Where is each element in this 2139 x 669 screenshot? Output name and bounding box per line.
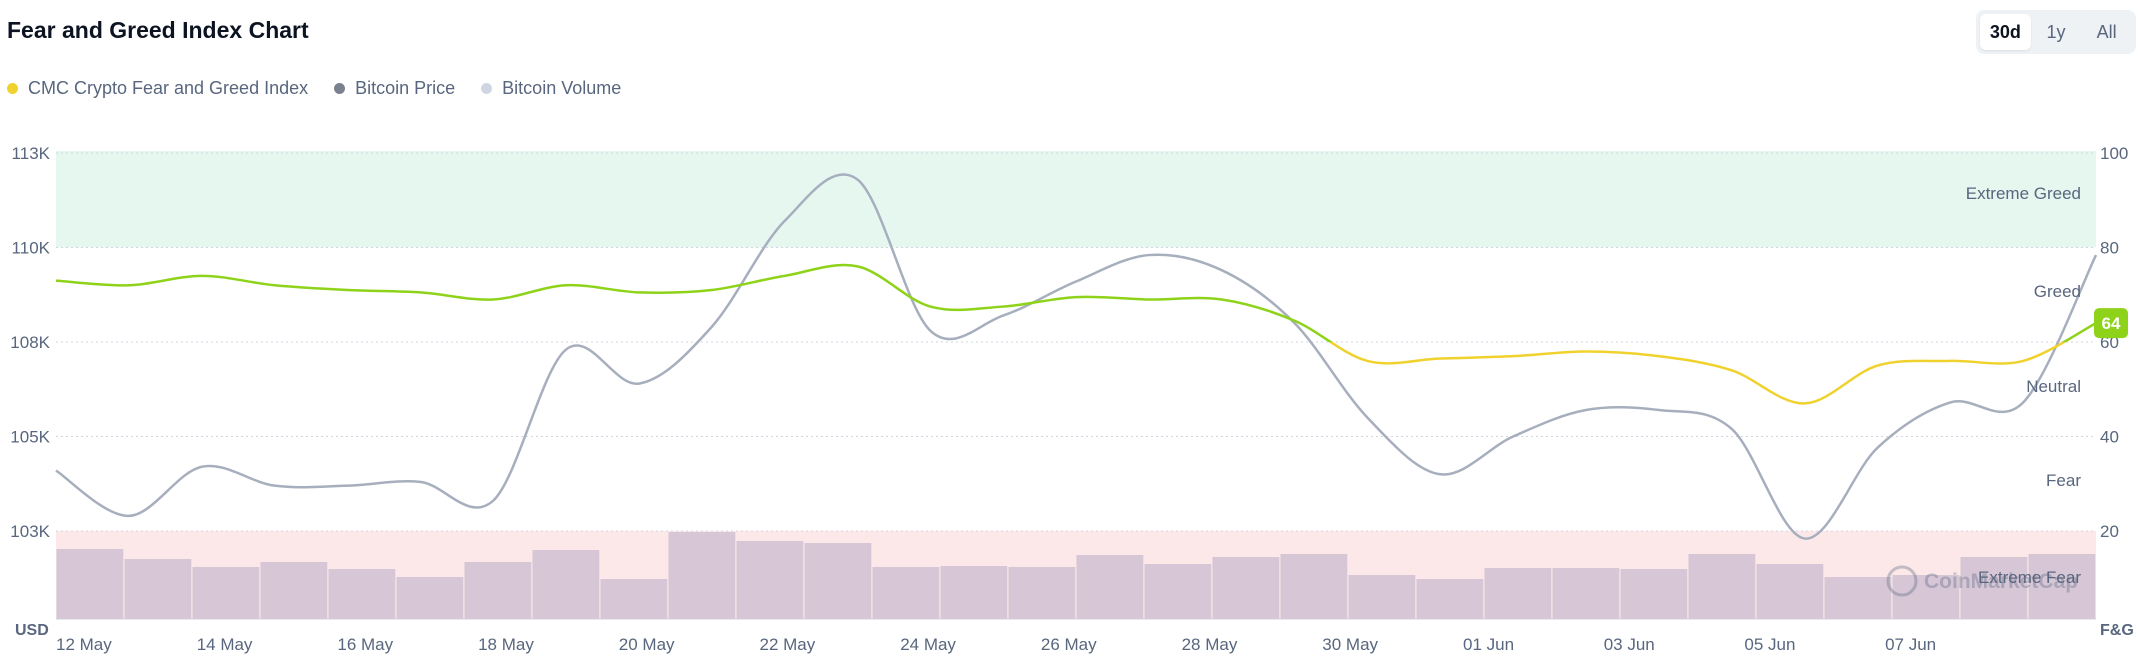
x-axis-tick: 20 May: [619, 635, 675, 654]
legend-label-fear-greed: CMC Crypto Fear and Greed Index: [28, 78, 309, 98]
left-axis-tick: 103K: [10, 522, 50, 541]
volume-bar: [464, 562, 532, 619]
volume-bar: [260, 562, 328, 619]
current-value-badge-bg: [2094, 308, 2128, 339]
left-axis-tick: 110K: [12, 239, 51, 258]
volume-bar: [2028, 554, 2096, 619]
right-axis-unit: F&G: [2100, 622, 2134, 639]
volume-bar: [1144, 564, 1212, 619]
range-1y-button[interactable]: 1y: [2046, 21, 2066, 42]
volume-bar: [736, 541, 804, 619]
fear-greed-line-greed: [55, 263, 2097, 342]
zone-label: Extreme Fear: [1978, 568, 2081, 587]
extreme-greed-band: [56, 151, 2096, 248]
left-axis-tick: 108K: [10, 333, 50, 352]
left-axis-tick: 105K: [10, 428, 50, 447]
volume-bar: [600, 579, 668, 619]
volume-bar: [124, 559, 192, 619]
volume-bar: [1824, 577, 1892, 619]
volume-bar: [804, 543, 872, 619]
zone-label: Neutral: [2026, 377, 2081, 396]
volume-bar: [532, 550, 600, 619]
volume-bar: [192, 567, 260, 619]
left-axis-unit: USD: [15, 622, 49, 639]
chart-legend: CMC Crypto Fear and Greed Index Bitcoin …: [7, 78, 621, 99]
x-axis-tick: 05 Jun: [1744, 635, 1795, 654]
volume-bar: [1008, 567, 1076, 619]
volume-bar: [1484, 568, 1552, 619]
x-axis-tick: 03 Jun: [1604, 635, 1655, 654]
zone-label: Greed: [2034, 282, 2081, 301]
fear-greed-line-neutral: [1328, 342, 2067, 405]
legend-label-bitcoin-price: Bitcoin Price: [355, 78, 456, 98]
extreme-fear-band: [56, 531, 2096, 619]
x-axis-tick: 01 Jun: [1463, 635, 1514, 654]
bitcoin-price-line: [55, 173, 2098, 540]
zone-label: Fear: [2046, 471, 2081, 490]
volume-bar: [668, 532, 736, 619]
x-axis-tick: 12 May: [56, 635, 112, 654]
volume-bar: [1552, 568, 1620, 619]
volume-bar: [1212, 557, 1280, 619]
chart-title: Fear and Greed Index Chart: [7, 17, 309, 43]
legend-dot-bitcoin-price: [334, 83, 346, 94]
legend-bitcoin-price[interactable]: Bitcoin Price: [334, 78, 455, 99]
left-axis-tick: 113K: [12, 144, 51, 163]
legend-bitcoin-volume[interactable]: Bitcoin Volume: [481, 78, 621, 99]
legend-dot-bitcoin-volume: [481, 83, 493, 94]
x-axis-tick: 16 May: [337, 635, 393, 654]
right-axis-tick: 20: [2100, 522, 2119, 541]
current-value-text: 64: [2102, 314, 2121, 333]
volume-bar: [1960, 557, 2028, 619]
x-axis-tick: 30 May: [1322, 635, 1378, 654]
x-axis-tick: 22 May: [760, 635, 816, 654]
volume-bar: [940, 566, 1008, 619]
zone-label: Extreme Greed: [1966, 184, 2081, 203]
right-axis-tick: 40: [2100, 428, 2119, 447]
volume-bar: [1416, 579, 1484, 619]
volume-bar: [872, 567, 940, 619]
x-axis-tick: 14 May: [197, 635, 253, 654]
right-axis-tick: 80: [2100, 239, 2119, 258]
watermark-text: CoinMarketCap: [1924, 570, 2078, 593]
x-axis-tick: 24 May: [900, 635, 956, 654]
volume-bar: [56, 549, 124, 619]
volume-bar: [1076, 555, 1144, 619]
volume-bar: [328, 569, 396, 619]
right-axis-tick: 100: [2100, 144, 2128, 163]
x-axis-tick: 18 May: [478, 635, 534, 654]
x-axis-tick: 26 May: [1041, 635, 1097, 654]
volume-bar: [396, 577, 464, 619]
legend-fear-greed[interactable]: CMC Crypto Fear and Greed Index: [7, 78, 308, 99]
watermark-logo-icon: [1886, 565, 1918, 597]
volume-bar: [1688, 554, 1756, 619]
current-value-badge: 64: [2094, 308, 2128, 339]
volume-bar: [1348, 575, 1416, 619]
volume-bar: [1892, 575, 1960, 619]
volume-bar: [1756, 564, 1824, 619]
volume-bar: [1620, 569, 1688, 619]
legend-dot-fear-greed: [7, 83, 18, 94]
range-30d-button[interactable]: 30d: [1980, 14, 2031, 50]
legend-label-bitcoin-volume: Bitcoin Volume: [502, 78, 622, 98]
volume-bar: [1280, 554, 1348, 619]
time-range-selector: 30d 1y All: [1976, 10, 2136, 54]
x-axis-tick: 28 May: [1182, 635, 1238, 654]
coinmarketcap-watermark: CoinMarketCap: [1886, 565, 2078, 597]
x-axis-tick: 07 Jun: [1885, 635, 1936, 654]
range-all-button[interactable]: All: [2096, 21, 2117, 42]
